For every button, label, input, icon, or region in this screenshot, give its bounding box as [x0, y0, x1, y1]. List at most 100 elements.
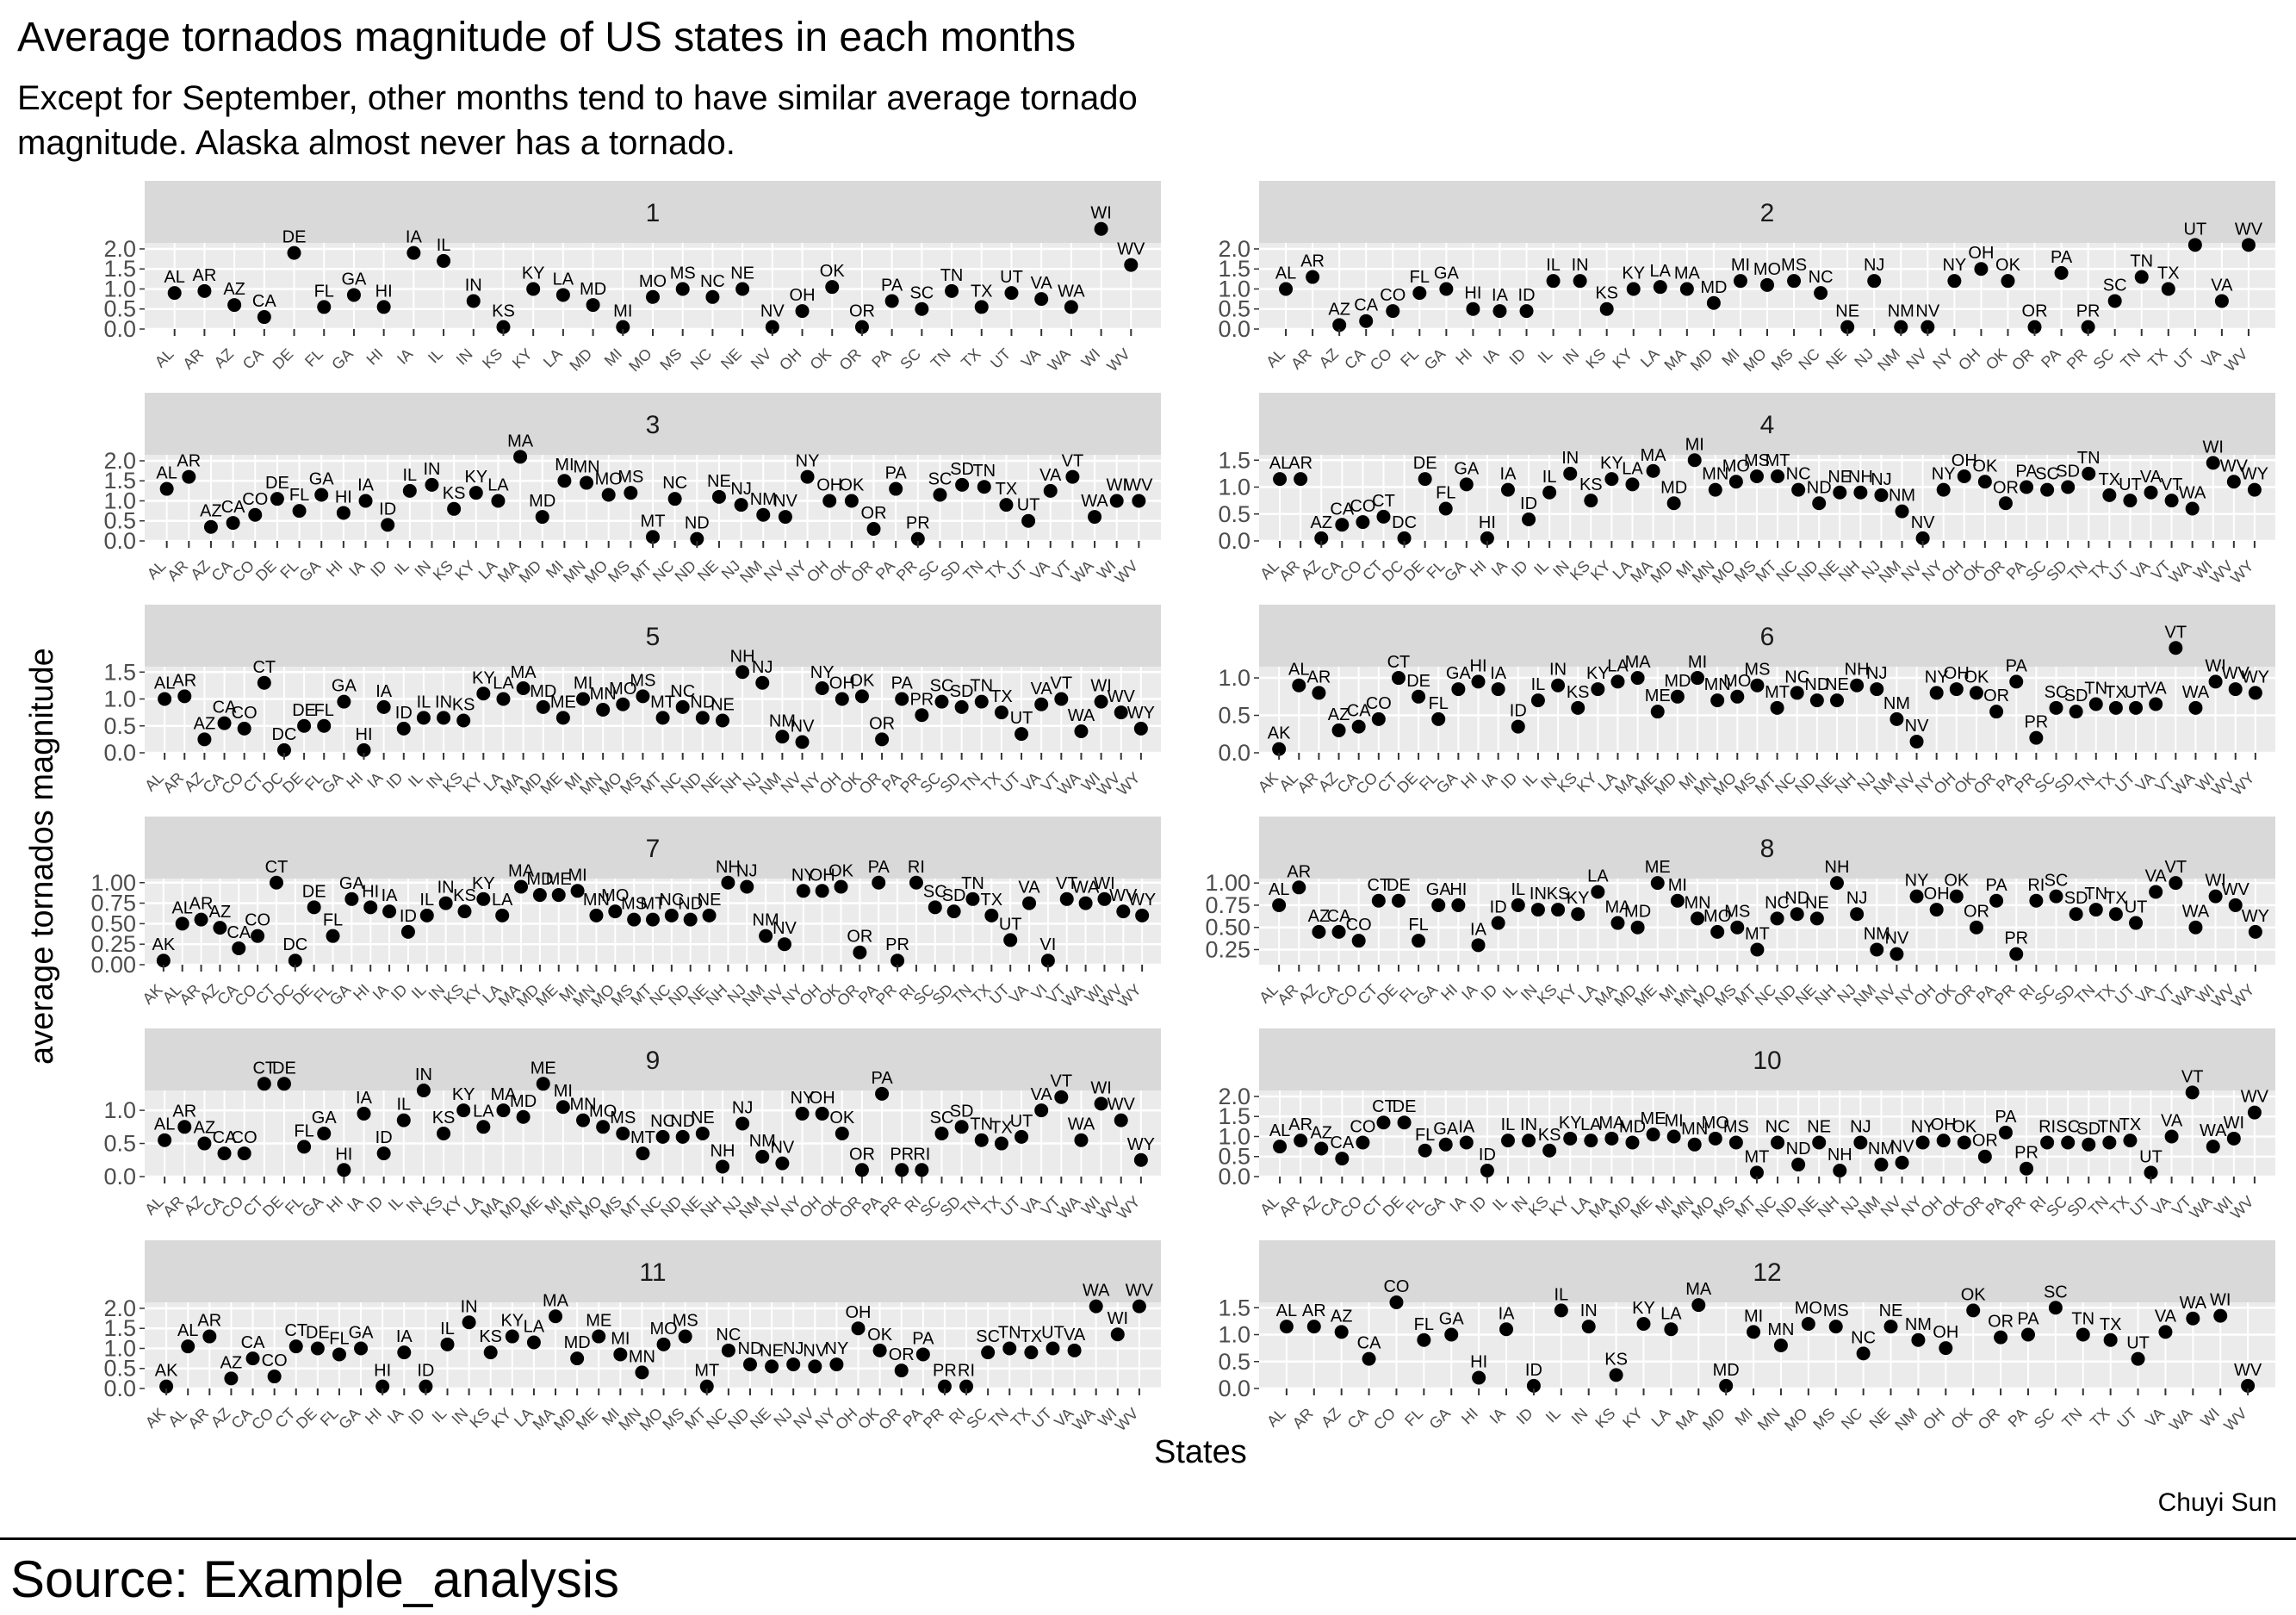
point-label: TN [2098, 1117, 2121, 1136]
point-label: GA [339, 874, 365, 893]
x-tick-label: IN [1560, 345, 1583, 369]
data-point-CO [1356, 1135, 1370, 1150]
data-point-HI [1451, 898, 1466, 912]
data-point-IL [440, 1337, 455, 1351]
data-point-DE [1412, 689, 1426, 704]
point-label: CA [1330, 1134, 1354, 1152]
point-label: OK [1972, 457, 1998, 475]
point-label: TX [971, 282, 993, 301]
point-label: WA [2182, 903, 2210, 922]
data-point-AZ [1312, 924, 1326, 939]
x-tick-label: PR [877, 1193, 904, 1221]
data-point-PA [872, 875, 886, 890]
point-label: TX [996, 480, 1018, 499]
x-tick-label: HI [363, 345, 387, 369]
data-point-ID [1480, 1164, 1494, 1178]
data-point-OK [834, 879, 848, 894]
point-label: CO [1366, 694, 1392, 713]
point-label: CA [1354, 296, 1378, 315]
point-label: MA [543, 1291, 569, 1310]
data-point-FL [332, 1347, 346, 1362]
data-point-DE [287, 245, 301, 260]
point-label: AR [197, 1312, 221, 1331]
x-tick-label: HI [1458, 1405, 1481, 1428]
x-tick-label: ID [383, 769, 406, 792]
point-label: WV [1126, 1282, 1154, 1301]
point-label: NJ [730, 480, 751, 499]
point-label: KS [443, 484, 466, 503]
data-point-PA [915, 1347, 930, 1362]
point-label: AR [177, 452, 201, 471]
point-label: CO [242, 490, 268, 509]
data-point-CO [237, 721, 251, 736]
data-point-AR [177, 689, 192, 704]
data-point-MO [1760, 277, 1774, 292]
point-label: ND [1786, 1140, 1811, 1158]
data-point-GA [354, 1341, 369, 1356]
point-label: PA [881, 276, 903, 295]
point-label: IA [375, 682, 393, 701]
point-label: UT [999, 915, 1022, 934]
point-label: FL [1436, 484, 1455, 503]
point-label: MI [574, 674, 593, 693]
y-tick-label: 0.75 [90, 891, 136, 916]
data-point-IA [376, 699, 391, 714]
point-label: NY [791, 866, 816, 885]
point-label: DE [306, 1323, 330, 1342]
data-point-WV [2247, 1105, 2262, 1120]
data-point-VA [2158, 1325, 2173, 1339]
panel-background [1259, 1090, 2275, 1177]
data-point-ND [1809, 693, 1824, 708]
point-label: NM [1868, 1140, 1895, 1158]
data-point-AZ [1331, 723, 1346, 737]
x-tick-label: AZ [1316, 345, 1342, 371]
point-label: VA [1039, 466, 1062, 485]
data-point-TX [2123, 1134, 2138, 1148]
data-point-OK [872, 1343, 887, 1357]
data-point-NY [1915, 1135, 1930, 1150]
data-point-LA [1591, 885, 1605, 899]
facet-strip [145, 393, 1161, 455]
data-point-VT [2169, 876, 2183, 891]
x-tick-label: PA [2005, 1405, 2031, 1431]
data-point-AL [1279, 282, 1294, 296]
point-label: WA [1068, 706, 1095, 725]
data-point-UT [2131, 1351, 2145, 1366]
point-label: AR [1302, 1301, 1326, 1320]
x-tick-label: IA [394, 345, 416, 368]
data-point-IL [437, 253, 451, 268]
point-label: WI [1090, 1078, 1111, 1097]
data-point-OK [1966, 1303, 1981, 1318]
point-label: NC [700, 272, 725, 291]
point-label: WI [1108, 1309, 1128, 1328]
data-point-IL [416, 711, 431, 725]
data-point-CO [1356, 515, 1370, 530]
data-point-PR [2009, 947, 2024, 961]
x-tick-label: RI [946, 1405, 969, 1428]
data-point-MS [1728, 1135, 1743, 1150]
data-point-ND [1791, 1158, 1806, 1172]
y-tick-label: 1.0 [103, 1097, 136, 1123]
data-point-CA [1362, 1351, 1376, 1366]
y-tick-label: 0.25 [1205, 936, 1250, 962]
point-label: CA [213, 1128, 237, 1147]
data-point-DE [1391, 893, 1406, 908]
data-point-OH [815, 884, 829, 898]
point-label: DE [282, 228, 307, 247]
x-tick-label: PR [1991, 981, 2019, 1009]
data-point-IN [416, 1084, 431, 1097]
data-point-PA [875, 1086, 890, 1101]
point-label: PR [906, 514, 930, 533]
data-point-IA [397, 1345, 412, 1360]
data-point-ND [1790, 907, 1804, 922]
data-point-WV [1116, 904, 1131, 919]
point-label: UT [2126, 1334, 2150, 1353]
point-label: PA [891, 674, 914, 693]
data-point-OR [853, 945, 867, 960]
x-axis-title: States [1154, 1434, 1247, 1470]
point-label: MI [1668, 876, 1687, 895]
data-point-KS [496, 320, 511, 334]
x-tick-label: ID [363, 1193, 387, 1216]
point-label: OR [1972, 1132, 1998, 1151]
point-label: NY [1932, 465, 1956, 484]
